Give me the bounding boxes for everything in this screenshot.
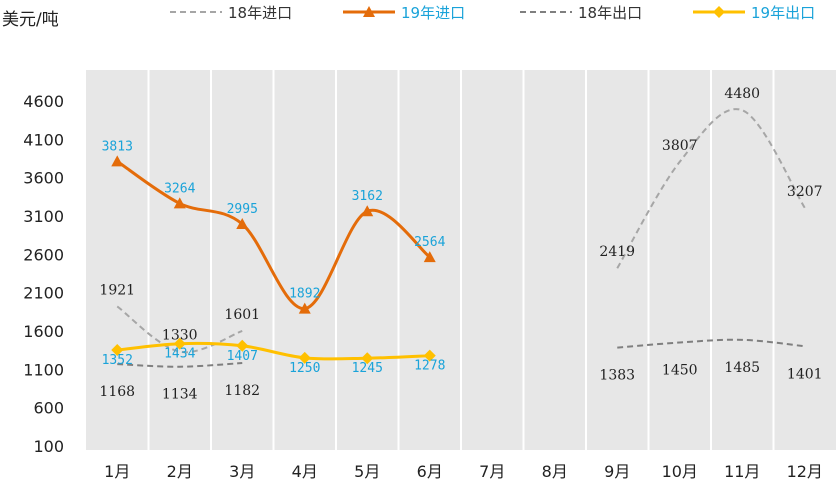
x-tick-label: 10月 [662,462,698,481]
data-label: 1245 [352,361,383,376]
data-label: 4480 [724,86,760,102]
triangle-marker [111,155,124,167]
triangle-marker [236,218,249,230]
data-label: 1330 [162,328,198,344]
legend: 18年进口 19年进口 18年出口 19年出口 [170,4,815,22]
y-tick-label: 4100 [23,130,64,149]
triangle-marker [173,197,186,209]
data-label: 3162 [352,189,383,204]
data-label: 1182 [224,383,260,399]
legend-diamond-marker [713,6,725,18]
y-tick-label: 1100 [23,360,64,379]
data-label: 1407 [227,349,258,364]
y-tick-label: 600 [33,399,64,418]
y-tick-label: 3100 [23,207,64,226]
x-tick-label: 2月 [167,462,193,481]
diamond-marker [111,344,124,357]
x-axis-ticks: 1月 2月 3月 4月 5月 6月 7月 8月 9月 10月 11月 12月 [104,462,823,481]
diamond-marker [173,337,186,350]
data-label: 1921 [99,282,135,298]
x-tick-label: 4月 [292,462,318,481]
data-label: 1278 [414,359,445,374]
data-label: 1601 [224,307,260,323]
triangle-marker [361,205,374,217]
diamond-marker [298,351,311,364]
x-tick-label: 5月 [354,462,380,481]
legend-label: 18年出口 [578,4,642,22]
series-line [617,338,805,349]
x-tick-label: 12月 [787,462,823,481]
data-label: 1434 [164,347,195,362]
legend-triangle-marker [363,6,375,17]
x-tick-label: 7月 [479,462,505,481]
diamond-marker [236,339,249,352]
x-tick-label: 3月 [229,462,255,481]
data-label: 3207 [787,184,823,200]
x-tick-label: 6月 [417,462,443,481]
data-label: 1450 [662,363,698,379]
data-label: 1485 [724,360,760,376]
data-labels: 1921 1330 1601 2419 3807 4480 3207 3813 3264 2995… [99,86,822,403]
y-tick-label: 100 [33,437,64,456]
data-label: 1892 [289,287,320,302]
y-axis-title: 美元/吨 [2,10,59,30]
x-tick-label: 1月 [104,462,130,481]
x-tick-label: 11月 [724,462,760,481]
y-tick-label: 2600 [23,245,64,264]
data-label: 1401 [787,366,823,382]
triangle-marker [423,251,436,263]
data-label: 1134 [162,387,198,403]
series-line [616,108,806,269]
data-label: 1250 [289,361,320,376]
legend-label: 19年进口 [401,4,465,22]
gridlines [147,70,775,450]
diamond-marker [423,349,436,362]
x-tick-label: 9月 [604,462,630,481]
data-label: 2564 [414,235,445,250]
data-label: 1383 [599,368,635,384]
y-tick-label: 2100 [23,284,64,303]
x-tick-label: 8月 [542,462,568,481]
y-axis-ticks: 100 600 1100 1600 2100 2600 3100 3600 4100 4600 [23,92,64,456]
data-label: 1168 [99,384,135,400]
data-label: 3813 [102,139,133,154]
data-label: 2419 [599,244,635,260]
series-markers [111,155,436,365]
data-label: 3264 [164,181,195,196]
legend-label: 19年出口 [751,4,815,22]
data-label: 2995 [227,202,258,217]
triangle-marker [298,302,311,314]
series-line [117,362,243,368]
data-label: 1352 [102,353,133,368]
y-tick-label: 4600 [23,92,64,111]
y-tick-label: 3600 [23,169,64,188]
data-label: 3807 [662,138,698,154]
legend-label: 18年进口 [228,4,292,22]
diamond-marker [361,352,374,365]
y-tick-label: 1600 [23,322,64,341]
